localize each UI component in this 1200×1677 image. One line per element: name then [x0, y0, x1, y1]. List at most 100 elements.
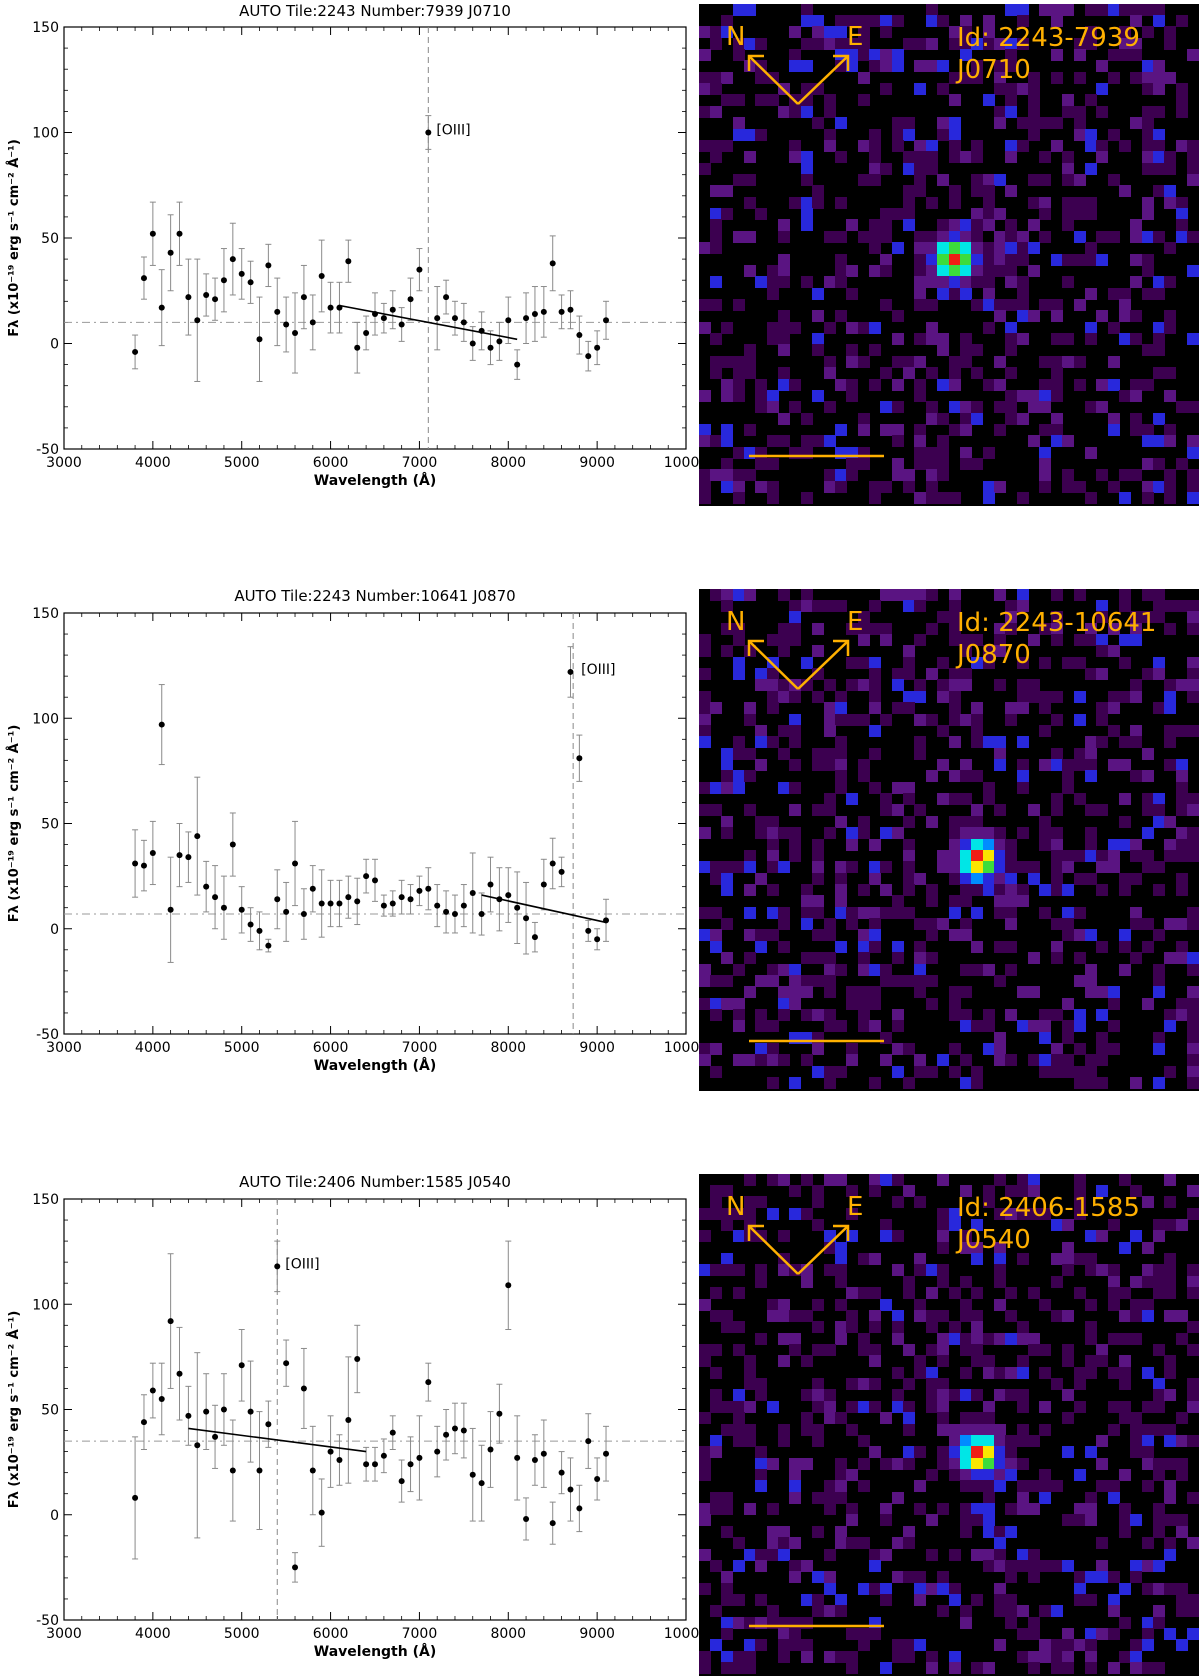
data-point [380, 1452, 387, 1459]
data-point [523, 315, 530, 322]
data-point [425, 1379, 432, 1386]
plot-frame [63, 26, 687, 450]
data-point [309, 885, 316, 892]
y-tick-label: -50 [36, 442, 59, 458]
image-panel-3: N E Id: 2406-1585 J0540 [699, 1174, 1199, 1676]
data-point [372, 1461, 378, 1468]
data-point [487, 1446, 494, 1453]
data-point [149, 1387, 156, 1394]
data-point [585, 353, 592, 360]
data-point [505, 892, 512, 899]
data-point [212, 296, 219, 303]
data-point [451, 911, 458, 918]
data-point [176, 1370, 183, 1377]
east-label: E [847, 1192, 864, 1222]
data-point [469, 1471, 476, 1478]
east-label: E [847, 22, 864, 52]
data-point [220, 277, 227, 284]
data-point [212, 1433, 219, 1440]
data-point [443, 1431, 450, 1438]
y-tick-label: 50 [41, 817, 59, 833]
data-point [372, 877, 378, 884]
y-tick-label: 50 [41, 231, 59, 247]
data-point [247, 279, 254, 286]
data-point [345, 258, 352, 265]
data-point [229, 841, 236, 848]
object-id: Id: 2406-1585 [957, 1193, 1140, 1223]
x-tick-label: 4000 [135, 1040, 171, 1056]
data-point [585, 927, 592, 934]
data-point [167, 1318, 174, 1325]
x-tick-label: 5000 [224, 1040, 260, 1056]
continuum-fit-line [481, 894, 607, 924]
data-point [220, 904, 227, 911]
data-point [460, 319, 467, 326]
data-point [540, 881, 547, 888]
data-point [140, 862, 147, 869]
x-tick-label: 9000 [579, 1040, 615, 1056]
data-point [318, 1509, 325, 1516]
data-point [167, 906, 174, 913]
data-point [478, 1480, 485, 1487]
y-tick-label: 50 [41, 1403, 59, 1419]
data-point [176, 230, 183, 237]
data-point [238, 906, 245, 913]
data-point [318, 272, 325, 279]
north-label: N [726, 1192, 746, 1222]
data-point [327, 304, 334, 311]
y-tick-label: 100 [32, 126, 59, 142]
data-point [380, 902, 387, 909]
data-point [380, 315, 387, 322]
x-axis-label: Wavelength (Å) [314, 472, 436, 489]
data-point [549, 1520, 556, 1527]
data-point [247, 1408, 254, 1415]
data-point [594, 936, 601, 943]
data-point [487, 344, 494, 351]
data-point [140, 1419, 147, 1426]
chart-title: AUTO Tile:2243 Number:10641 J0870 [234, 587, 515, 605]
data-point [327, 1448, 334, 1455]
data-point [354, 898, 361, 905]
image-panel-2: N E Id: 2243-10641 J0870 [699, 589, 1199, 1091]
y-tick-label: 0 [50, 337, 59, 353]
data-point [238, 1362, 245, 1369]
data-point [132, 860, 139, 867]
data-point [398, 1478, 405, 1485]
data-point [149, 230, 156, 237]
data-point [274, 1263, 281, 1270]
data-point [576, 755, 583, 762]
x-tick-label: 7000 [402, 455, 438, 471]
data-point [531, 934, 538, 941]
data-point [327, 900, 334, 907]
data-point [354, 1355, 361, 1362]
object-id-label: Id: 2406-1585 J0540 [957, 1192, 1140, 1256]
x-tick-label: 5000 [224, 455, 260, 471]
data-point [318, 900, 325, 907]
data-point [185, 1412, 192, 1419]
data-point [443, 294, 450, 301]
data-point [132, 1494, 139, 1501]
data-point [140, 275, 147, 282]
spectrum-chart-3: AUTO Tile:2406 Number:1585 J0540 3000 4000… [6, 1173, 708, 1660]
continuum-fit-line [188, 1427, 367, 1453]
spectrum-chart-2: AUTO Tile:2243 Number:10641 J0870 3000 400… [6, 587, 708, 1074]
data-point [434, 315, 441, 322]
data-point [514, 904, 521, 911]
data-point [274, 896, 281, 903]
y-tick-label: -50 [36, 1613, 59, 1629]
data-point [407, 1461, 414, 1468]
data-point [407, 896, 414, 903]
data-point [523, 915, 530, 922]
data-point [363, 873, 370, 880]
data-point [300, 1385, 307, 1392]
data-point [132, 348, 139, 355]
data-point [354, 344, 361, 351]
data-point [194, 317, 201, 324]
data-point [558, 308, 565, 315]
data-point [585, 1438, 592, 1445]
data-point [229, 256, 236, 263]
filter-name: J0710 [957, 55, 1031, 85]
east-label: E [847, 607, 864, 637]
data-point [576, 1505, 583, 1512]
